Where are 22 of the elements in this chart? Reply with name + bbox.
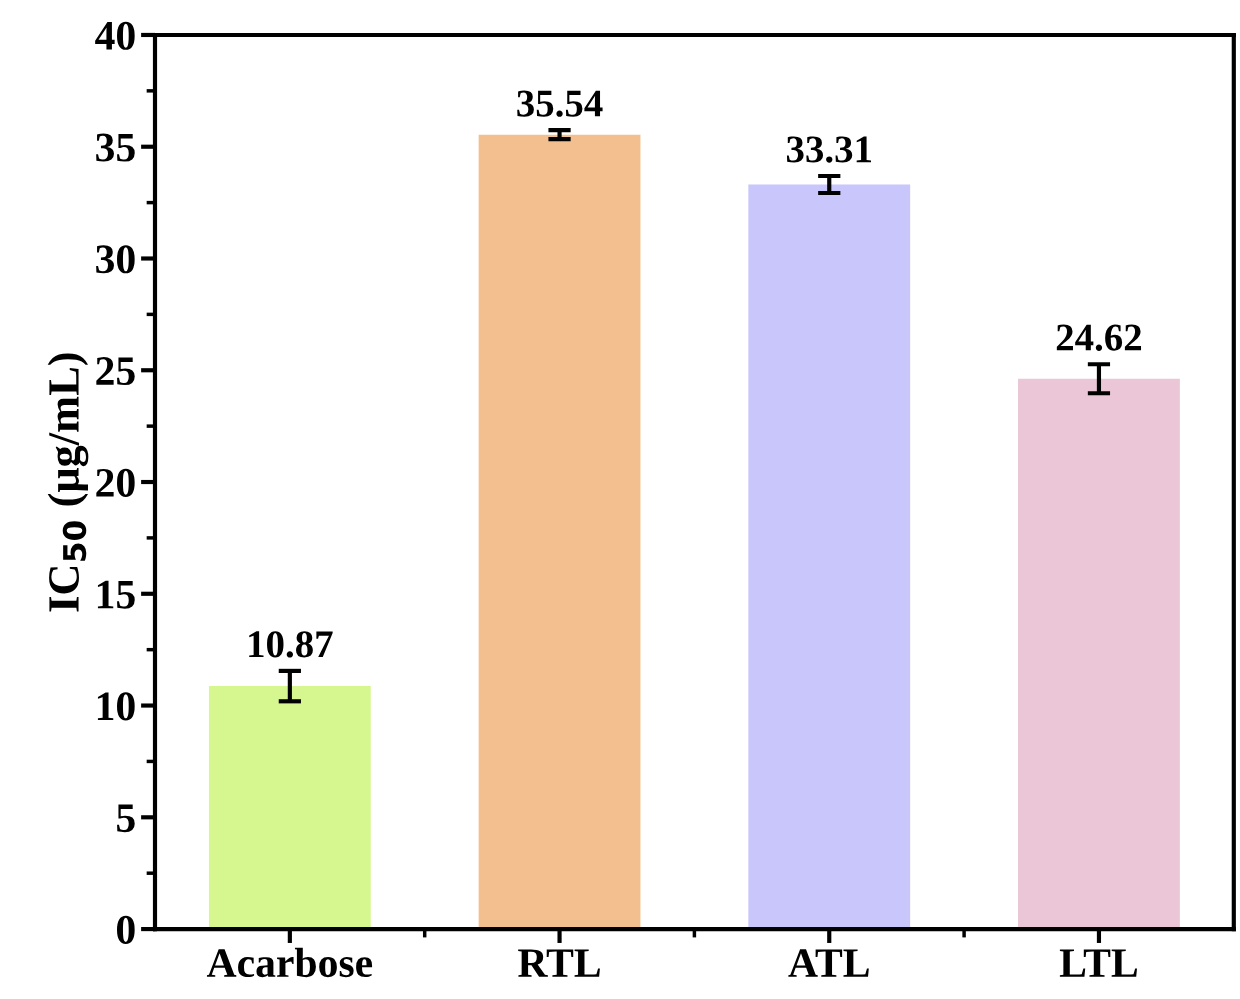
y-tick-label: 15	[97, 580, 135, 609]
y-tick-label: 40	[95, 21, 135, 50]
y-tick-label: 35	[96, 133, 135, 162]
x-tick-label: LTL	[1059, 949, 1137, 977]
y-tick-label: 0	[117, 915, 135, 944]
data-label: 35.54	[517, 90, 603, 117]
x-tick-label: RTL	[518, 949, 600, 977]
y-axis-title: IC$_{50}$ (μg/mL)	[47, 353, 89, 612]
data-label: 10.87	[249, 631, 333, 658]
y-tick-label: 30	[96, 245, 135, 274]
y-tick-label: 10	[97, 692, 135, 721]
data-label: 33.31	[786, 136, 871, 163]
data-label: 24.62	[1056, 324, 1142, 351]
x-tick-label: Acarbose	[206, 947, 373, 978]
y-tick-label: 5	[117, 804, 135, 833]
bar	[748, 184, 911, 930]
x-tick-label: ATL	[788, 949, 869, 977]
bar	[1018, 378, 1180, 930]
bar	[208, 686, 371, 930]
y-tick-label: 25	[96, 357, 135, 386]
bar	[478, 134, 641, 930]
y-tick-label: 20	[96, 468, 135, 497]
